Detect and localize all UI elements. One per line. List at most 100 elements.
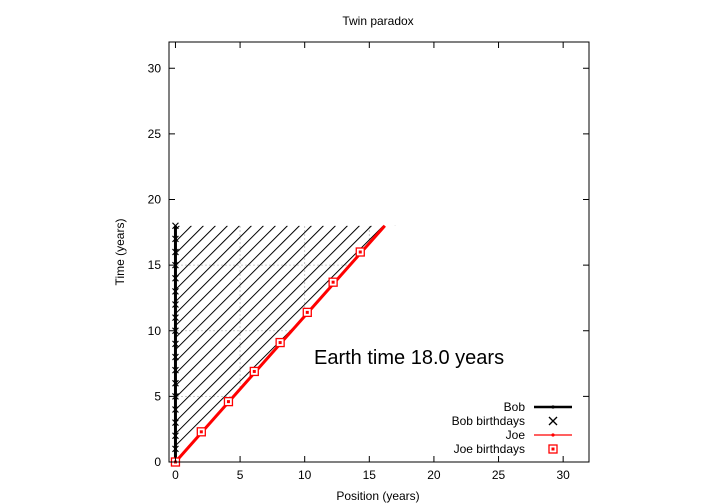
- hatch-line: [0, 226, 47, 486]
- hatch-line: [0, 226, 11, 486]
- hatch-line: [0, 226, 59, 486]
- x-tick-label: 30: [556, 468, 570, 482]
- y-axis-label: Time (years): [113, 219, 127, 286]
- bob-birthday-stroke: [172, 287, 179, 295]
- bob-birthday-marker: [172, 327, 179, 335]
- hatch-line: [0, 226, 155, 486]
- bob-birthday-marker: [172, 379, 179, 387]
- bob-birthday-marker: [172, 340, 179, 348]
- y-tick-label: 25: [148, 127, 162, 141]
- bob-birthday-stroke: [172, 392, 179, 400]
- hatch-line: [169, 225, 216, 273]
- bob-birthday-marker: [172, 287, 179, 295]
- hatch-line: [169, 225, 360, 417]
- joe-birthday-marker: [328, 277, 338, 287]
- bob-birthday-marker: [172, 419, 179, 427]
- bob-birthday-stroke: [172, 261, 179, 269]
- bob-birthday-stroke: [172, 379, 179, 387]
- joe-birthday-dot: [305, 310, 309, 314]
- legend-swatch-square-dot: [551, 447, 555, 451]
- x-tick-label: 5: [237, 468, 244, 482]
- bob-birthday-marker: [172, 406, 179, 413]
- hatch-line: [169, 225, 264, 321]
- bob-birthday-marker: [172, 432, 179, 440]
- bob-birthday-stroke: [172, 445, 179, 453]
- y-tick-label: 10: [148, 324, 162, 338]
- hatch-line: [169, 225, 192, 249]
- joe-birthday-dot: [278, 341, 282, 345]
- hatch-line: [0, 226, 119, 486]
- axis-ticks: 0 5 10 15 20 25 30 0 5 10 15 20 25 30: [148, 42, 589, 482]
- bob-birthday-stroke: [172, 274, 179, 282]
- joe-birthday-marker: [355, 247, 365, 257]
- bob-birthday-stroke: [172, 406, 179, 413]
- legend-label-0: Bob: [504, 400, 526, 414]
- hatch-line: [0, 226, 95, 486]
- x-tick-label: 25: [492, 468, 506, 482]
- legend-label-2: Joe: [506, 428, 526, 442]
- x-tick-label: 15: [363, 468, 377, 482]
- joe-birthday-marker: [196, 427, 206, 437]
- bob-birthday-stroke: [172, 419, 179, 427]
- joe-birthday-dot: [199, 430, 203, 434]
- hatch-line: [0, 226, 71, 486]
- joe-birthday-dot: [331, 280, 335, 284]
- hatch-line: [169, 225, 324, 381]
- x-axis-label: Position (years): [336, 489, 419, 503]
- legend-swatch-dot: [551, 433, 555, 437]
- bob-birthday-stroke: [172, 222, 179, 230]
- bob-birthday-marker: [172, 392, 179, 400]
- y-tick-label: 20: [148, 193, 162, 207]
- plot-frame: [168, 41, 590, 463]
- legend-swatch-x: [548, 416, 558, 426]
- hatch-line: [169, 225, 336, 393]
- hatch-line: [169, 225, 228, 285]
- bob-birthday-stroke: [172, 301, 179, 308]
- bob-birthday-stroke: [172, 353, 179, 361]
- hatch-mask-left: [169, 42, 176, 462]
- bob-birthday-stroke: [172, 248, 179, 256]
- bob-birthday-marker: [172, 235, 179, 243]
- bob-birthday-stroke: [172, 327, 179, 335]
- joe-birthday-marker: [223, 396, 234, 407]
- legend-label-3: Joe birthdays: [454, 442, 525, 456]
- bob-birthday-marker: [172, 261, 179, 269]
- bob-birthday-marker: [172, 366, 179, 374]
- hatch-line: [169, 225, 312, 369]
- hatch-line: [169, 225, 348, 405]
- hatch-line: [0, 226, 35, 486]
- hatch-mask-top: [169, 42, 589, 226]
- earth-time-annotation: Earth time 18.0 years: [314, 347, 504, 369]
- y-tick-label: 30: [148, 61, 162, 75]
- hatch-line: [0, 226, 131, 486]
- x-tick-label: 20: [427, 468, 441, 482]
- bob-birthday-marker: [172, 274, 179, 282]
- hatch-line: [0, 226, 167, 486]
- x-tick-label: 0: [172, 468, 179, 482]
- joe-birthday-marker: [275, 337, 285, 348]
- hatch-line: [169, 225, 288, 345]
- x-tick-label: 10: [298, 468, 312, 482]
- joe-birthday-marker: [249, 366, 259, 377]
- bob-birthday-marker: [172, 248, 179, 256]
- hatch-line: [0, 226, 23, 486]
- joe-birthday-dot: [358, 250, 362, 254]
- legend-swatch-dot: [551, 405, 555, 409]
- bob-birthday-stroke: [172, 366, 179, 374]
- bob-birthday-marker: [172, 314, 179, 322]
- bob-birthday-stroke: [172, 432, 179, 440]
- hatch-line: [169, 225, 372, 429]
- bob-birthday-marker: [172, 445, 179, 453]
- y-tick-label: 5: [154, 389, 161, 403]
- bob-birthday-stroke: [172, 314, 179, 322]
- hatch-line: [169, 225, 276, 333]
- joe-birthday-dot: [226, 400, 230, 404]
- bob-birthday-marker: [172, 301, 179, 308]
- series-layer: [170, 222, 386, 467]
- hatch-line: [169, 225, 252, 309]
- hatch-line: [0, 226, 83, 486]
- bob-birthday-stroke: [172, 235, 179, 243]
- hatch-line: [169, 225, 384, 441]
